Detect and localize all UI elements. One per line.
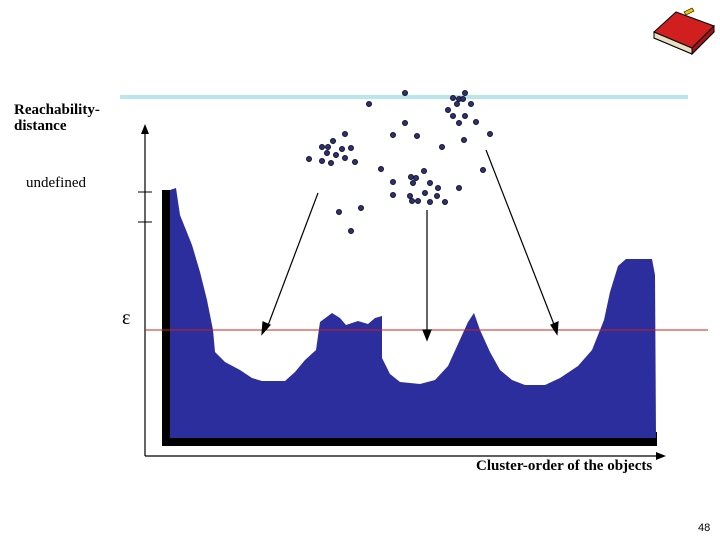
point bbox=[461, 113, 468, 120]
point bbox=[449, 113, 456, 120]
point bbox=[407, 173, 414, 180]
point bbox=[472, 119, 479, 126]
point bbox=[401, 90, 408, 97]
point bbox=[486, 130, 493, 137]
page-number: 48 bbox=[698, 522, 711, 534]
point bbox=[365, 101, 372, 108]
point bbox=[413, 132, 420, 139]
point bbox=[318, 143, 325, 150]
point bbox=[389, 191, 396, 198]
point bbox=[412, 174, 419, 181]
point bbox=[467, 101, 474, 108]
reachability-area bbox=[170, 188, 656, 438]
point bbox=[338, 145, 345, 152]
point bbox=[341, 130, 348, 137]
header-rule bbox=[120, 95, 688, 99]
point bbox=[444, 107, 451, 114]
point bbox=[449, 95, 456, 102]
point bbox=[438, 143, 445, 150]
point bbox=[347, 227, 354, 234]
arrow-cluster-3 bbox=[485, 149, 556, 328]
y-axis-arrow bbox=[141, 124, 149, 134]
point bbox=[434, 184, 441, 191]
point bbox=[347, 144, 354, 151]
point bbox=[406, 192, 413, 199]
x-axis-arrow bbox=[656, 452, 666, 460]
point bbox=[377, 165, 384, 172]
point bbox=[453, 101, 460, 108]
point bbox=[335, 208, 342, 215]
point bbox=[409, 179, 416, 186]
point bbox=[479, 166, 486, 173]
point bbox=[323, 149, 330, 156]
point bbox=[455, 120, 462, 127]
point bbox=[455, 184, 462, 191]
point bbox=[401, 120, 408, 127]
point bbox=[420, 167, 427, 174]
point bbox=[327, 159, 334, 166]
point bbox=[433, 192, 440, 199]
x-axis-title: Cluster-order of the objects bbox=[476, 458, 653, 474]
undefined-label: undefined bbox=[26, 175, 86, 191]
point bbox=[459, 96, 466, 103]
point bbox=[305, 155, 312, 162]
point bbox=[389, 178, 396, 185]
point bbox=[421, 189, 428, 196]
point bbox=[332, 151, 339, 158]
point bbox=[341, 154, 348, 161]
y-axis-title: Reachability- distance bbox=[14, 102, 100, 134]
point bbox=[324, 143, 331, 150]
point bbox=[329, 137, 336, 144]
point bbox=[351, 158, 358, 165]
point bbox=[441, 198, 448, 205]
epsilon-label: ε bbox=[122, 307, 131, 329]
point bbox=[426, 198, 433, 205]
point bbox=[389, 131, 396, 138]
point bbox=[357, 204, 364, 211]
point bbox=[318, 157, 325, 164]
point bbox=[461, 90, 468, 97]
point bbox=[460, 136, 467, 143]
arrow-cluster-1 bbox=[266, 192, 319, 329]
point bbox=[408, 197, 415, 204]
book-icon bbox=[653, 7, 715, 56]
point bbox=[426, 179, 433, 186]
point bbox=[414, 197, 421, 204]
